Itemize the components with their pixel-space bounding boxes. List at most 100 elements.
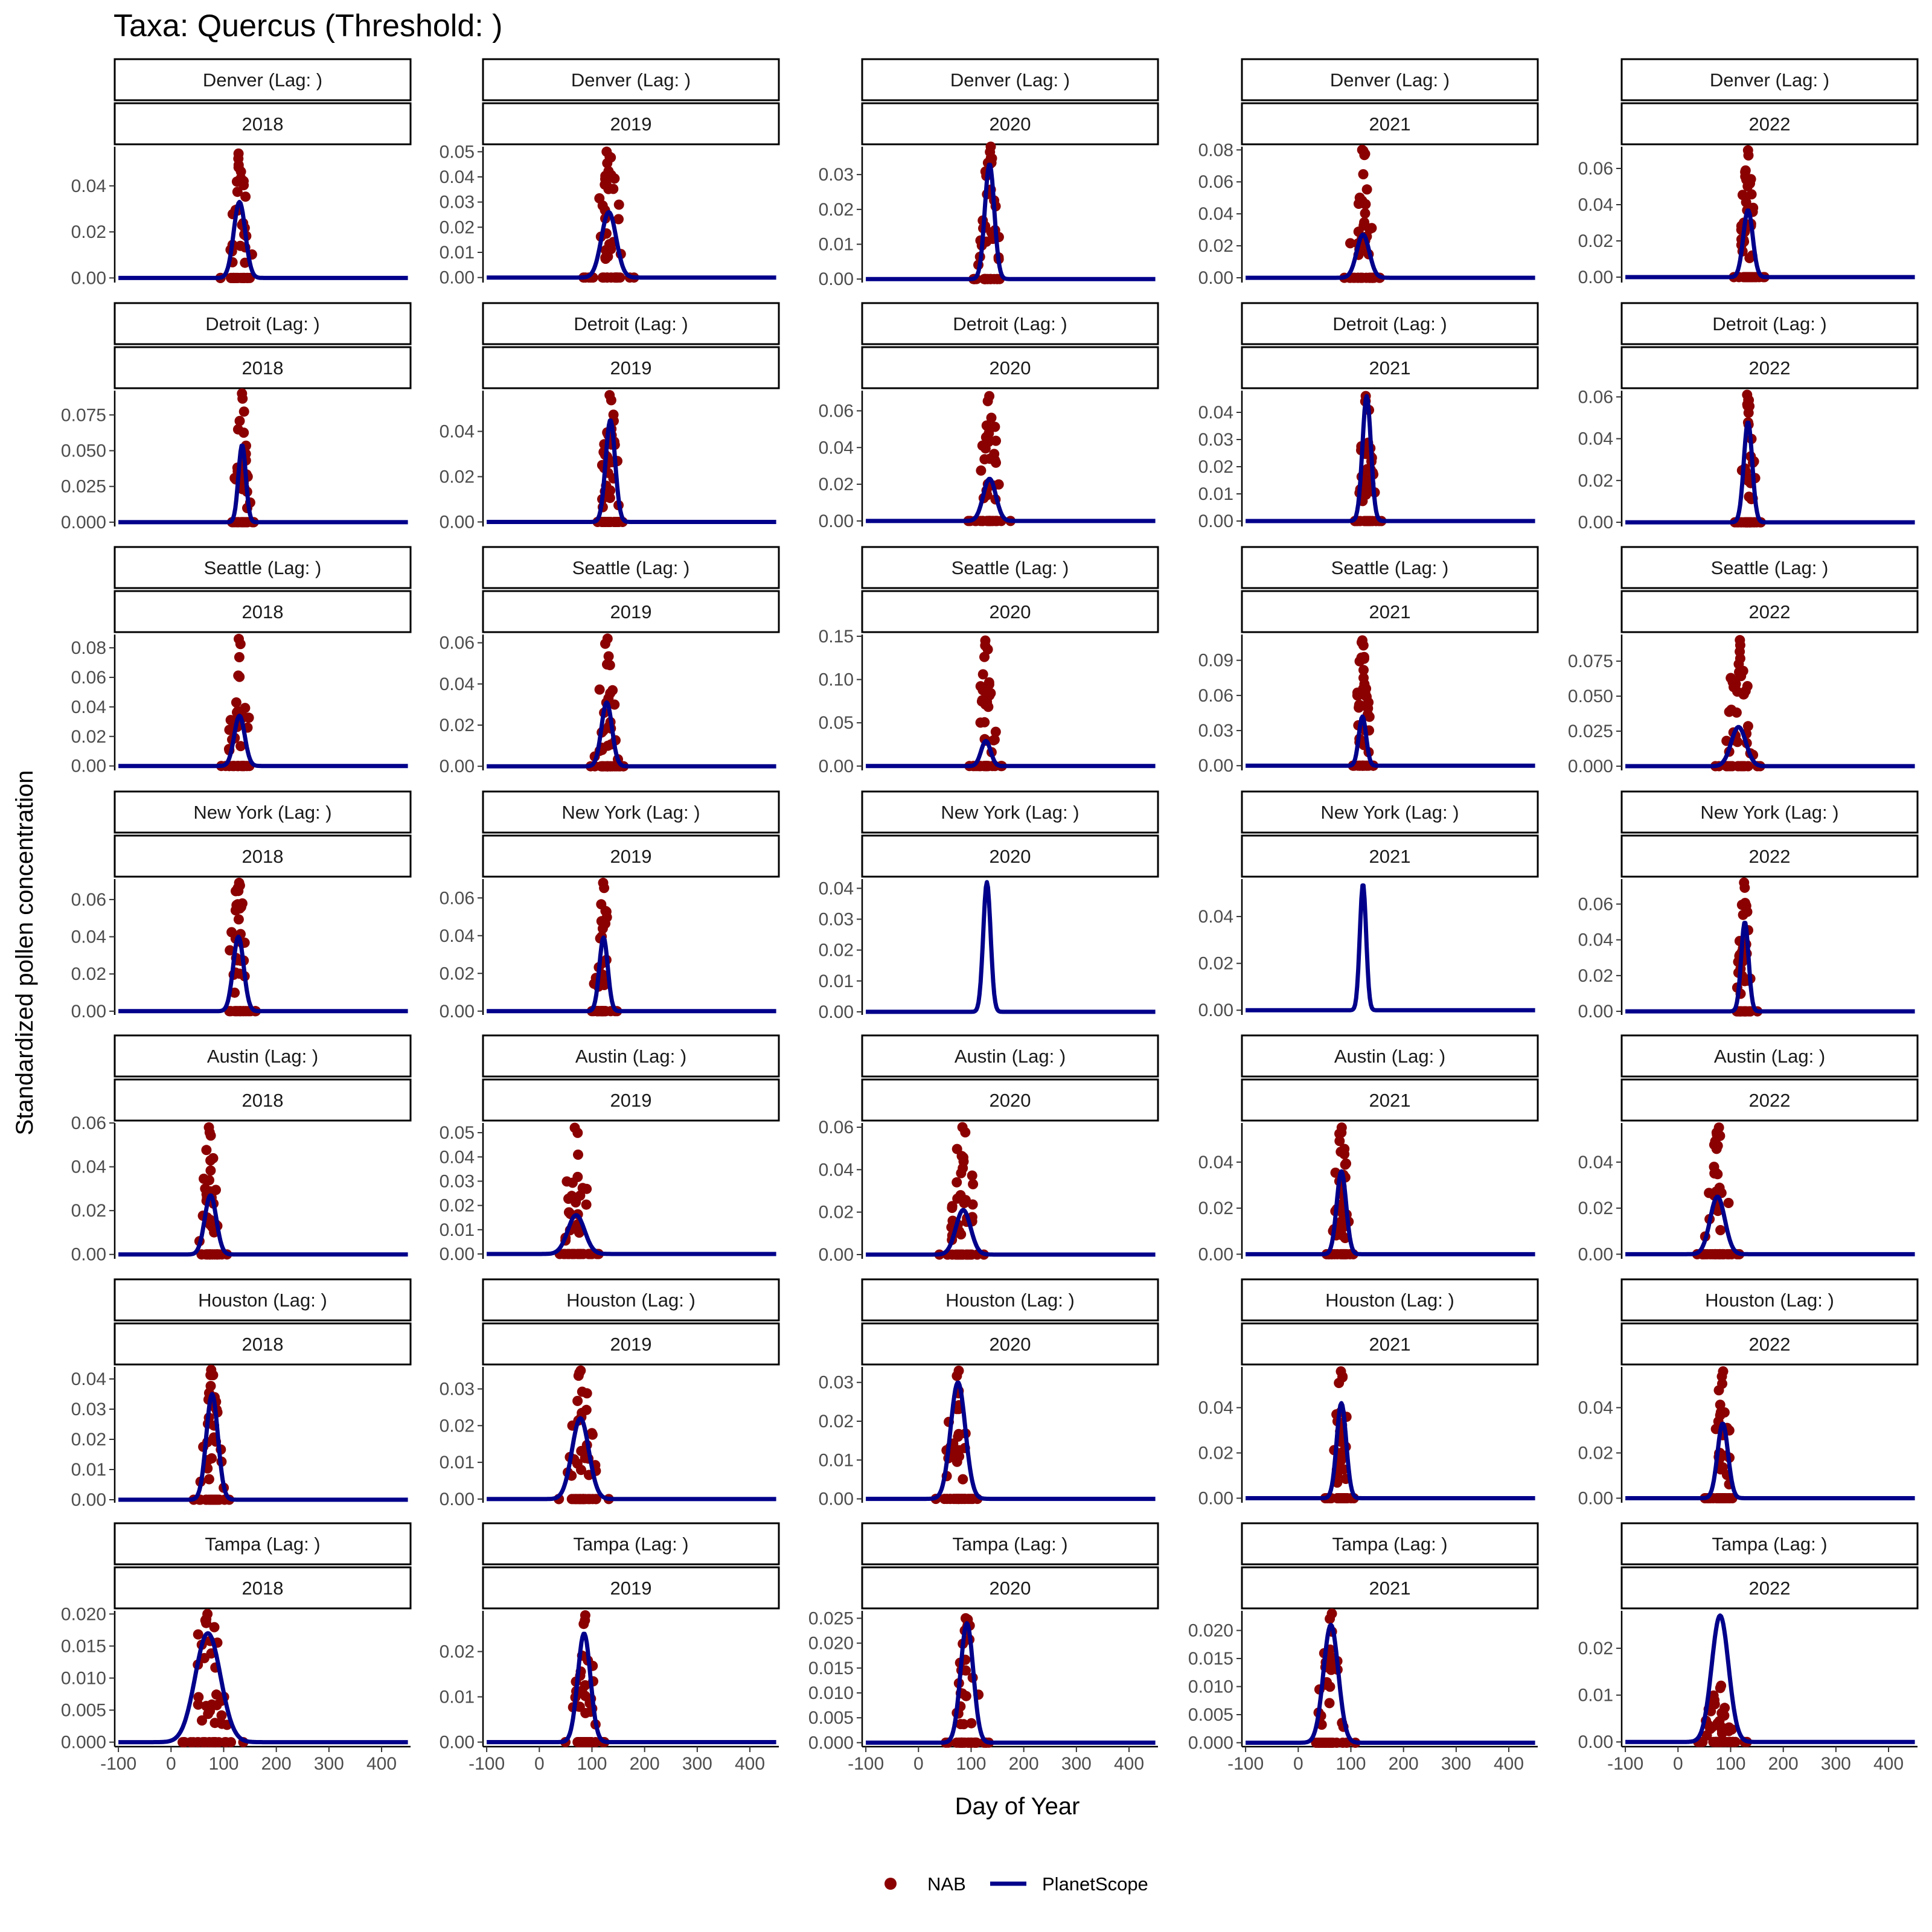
x-tick-label: 300 — [682, 1754, 712, 1774]
facet-panel: New York (Lag: ) 2021 0.00 0.02 0.04 — [1198, 790, 1539, 1020]
strip-city — [482, 790, 780, 834]
y-tick-label: 0.02 — [440, 217, 475, 237]
x-tick-label: 200 — [261, 1754, 292, 1774]
y-tick-label: 0.01 — [440, 1220, 475, 1240]
y-tick-label: 0.00 — [71, 268, 106, 288]
planetscope-curve — [865, 1380, 1157, 1502]
nab-point — [572, 1395, 583, 1406]
y-tick-label: 0.010 — [61, 1668, 106, 1688]
x-tick-label: 300 — [314, 1754, 344, 1774]
nab-point — [593, 1006, 603, 1017]
planetscope-curve — [865, 476, 1157, 523]
nab-point — [954, 1445, 965, 1456]
nab-point — [609, 517, 619, 527]
facet-panel: Tampa (Lag: ) 2020 -100 0 100 200 300 400 0.000 0… — [808, 1522, 1159, 1774]
nab-point — [235, 902, 246, 912]
strip-city-label: Tampa (Lag: ) — [1712, 1534, 1827, 1555]
nab-point — [1713, 1493, 1724, 1503]
strip-city-label: Tampa (Lag: ) — [952, 1534, 1067, 1555]
strip-year — [1241, 834, 1539, 878]
strip-year — [482, 1078, 780, 1122]
y-tick-label: 0.04 — [819, 438, 854, 458]
y-tick-label: 0.01 — [819, 1450, 854, 1470]
strip-city-label: Houston (Lag: ) — [566, 1290, 696, 1311]
nab-point — [1725, 1736, 1735, 1747]
x-tick-label: 400 — [735, 1754, 765, 1774]
x-tick-label: 400 — [1873, 1754, 1904, 1774]
nab-point — [1735, 653, 1745, 664]
nab-point — [1334, 1136, 1345, 1147]
y-tick-label: 0.00 — [819, 1245, 854, 1265]
strip-year-label: 2018 — [242, 357, 284, 379]
strip-year-label: 2022 — [1749, 1090, 1791, 1111]
strip-year — [861, 1322, 1159, 1366]
nab-point — [966, 1718, 977, 1729]
y-tick-label: 0.015 — [61, 1636, 106, 1656]
nab-point — [986, 412, 997, 423]
nab-point — [199, 1652, 210, 1663]
strip-year — [861, 1566, 1159, 1610]
strip-city — [1241, 1278, 1539, 1322]
nab-point — [240, 191, 251, 202]
y-tick-label: 0.005 — [1188, 1705, 1233, 1725]
y-tick-label: 0.02 — [71, 222, 106, 242]
y-tick-label: 0.06 — [1198, 686, 1233, 706]
y-tick-label: 0.02 — [440, 1416, 475, 1436]
facet-panel: Seattle (Lag: ) 2021 0.00 0.03 0.06 0.09 — [1198, 546, 1539, 776]
y-tick-label: 0.04 — [1198, 1153, 1233, 1172]
y-tick-label: 0.02 — [1578, 1444, 1613, 1463]
y-tick-label: 0.02 — [1578, 1639, 1613, 1659]
nab-point — [578, 1494, 589, 1505]
y-tick-label: 0.02 — [1578, 1198, 1613, 1218]
strip-city-label: Seattle (Lag: ) — [572, 557, 690, 578]
y-tick-label: 0.03 — [819, 165, 854, 185]
strip-city — [1620, 302, 1919, 345]
strip-year — [1620, 346, 1919, 389]
nab-point — [1743, 1006, 1754, 1017]
strip-city — [114, 546, 412, 589]
strip-year-label: 2019 — [610, 357, 652, 379]
y-tick-label: 0.04 — [440, 926, 475, 946]
facet-panel: Austin (Lag: ) 2020 0.00 0.02 0.04 0.06 — [819, 1034, 1159, 1265]
strip-city-label: New York (Lag: ) — [1320, 802, 1459, 823]
strip-year-label: 2019 — [610, 846, 652, 867]
y-tick-label: 0.04 — [71, 1157, 106, 1177]
nab-point — [1358, 169, 1369, 180]
facet-panel: Houston (Lag: ) 2021 0.00 0.02 0.04 — [1198, 1278, 1539, 1509]
facet-panel: Detroit (Lag: ) 2021 0.00 0.01 0.02 0.03 0.04 — [1198, 302, 1539, 531]
nab-point — [233, 162, 244, 173]
y-tick-label: 0.06 — [1578, 159, 1613, 179]
y-tick-label: 0.01 — [1578, 1686, 1613, 1706]
strip-city — [482, 302, 780, 345]
strip-year — [1620, 1322, 1919, 1366]
y-tick-label: 0.04 — [1578, 429, 1613, 449]
nab-point — [1325, 1613, 1335, 1624]
strip-year — [1241, 102, 1539, 146]
y-tick-label: 0.02 — [1198, 1444, 1233, 1463]
nab-point — [232, 187, 243, 197]
y-tick-label: 0.02 — [819, 941, 854, 961]
y-tick-label: 0.02 — [1198, 1198, 1233, 1218]
facet-panel: Seattle (Lag: ) 2019 0.00 0.02 0.04 0.06 — [440, 546, 780, 776]
y-tick-label: 0.015 — [808, 1659, 854, 1678]
nab-point — [193, 1629, 203, 1640]
nab-point — [1713, 1186, 1724, 1197]
nab-point — [207, 1737, 218, 1748]
planetscope-curve — [865, 1621, 1157, 1745]
x-tick-label: -100 — [469, 1754, 505, 1774]
strip-city-label: Austin (Lag: ) — [1334, 1046, 1445, 1067]
y-tick-label: 0.04 — [71, 1369, 106, 1389]
nab-point — [203, 1474, 214, 1485]
nab-point — [960, 1127, 971, 1137]
nab-point — [1357, 760, 1368, 771]
nab-point — [1358, 653, 1369, 664]
strip-year — [114, 1078, 412, 1122]
facet-panel: Houston (Lag: ) 2020 0.00 0.01 0.02 0.03 — [819, 1278, 1159, 1509]
nab-point — [210, 1249, 220, 1260]
planetscope-curve — [485, 210, 778, 280]
strip-year-label: 2021 — [1369, 601, 1411, 622]
nab-point — [954, 1737, 964, 1748]
y-tick-label: 0.025 — [1568, 721, 1613, 741]
nab-point — [581, 1183, 592, 1194]
y-tick-label: 0.00 — [819, 269, 854, 289]
